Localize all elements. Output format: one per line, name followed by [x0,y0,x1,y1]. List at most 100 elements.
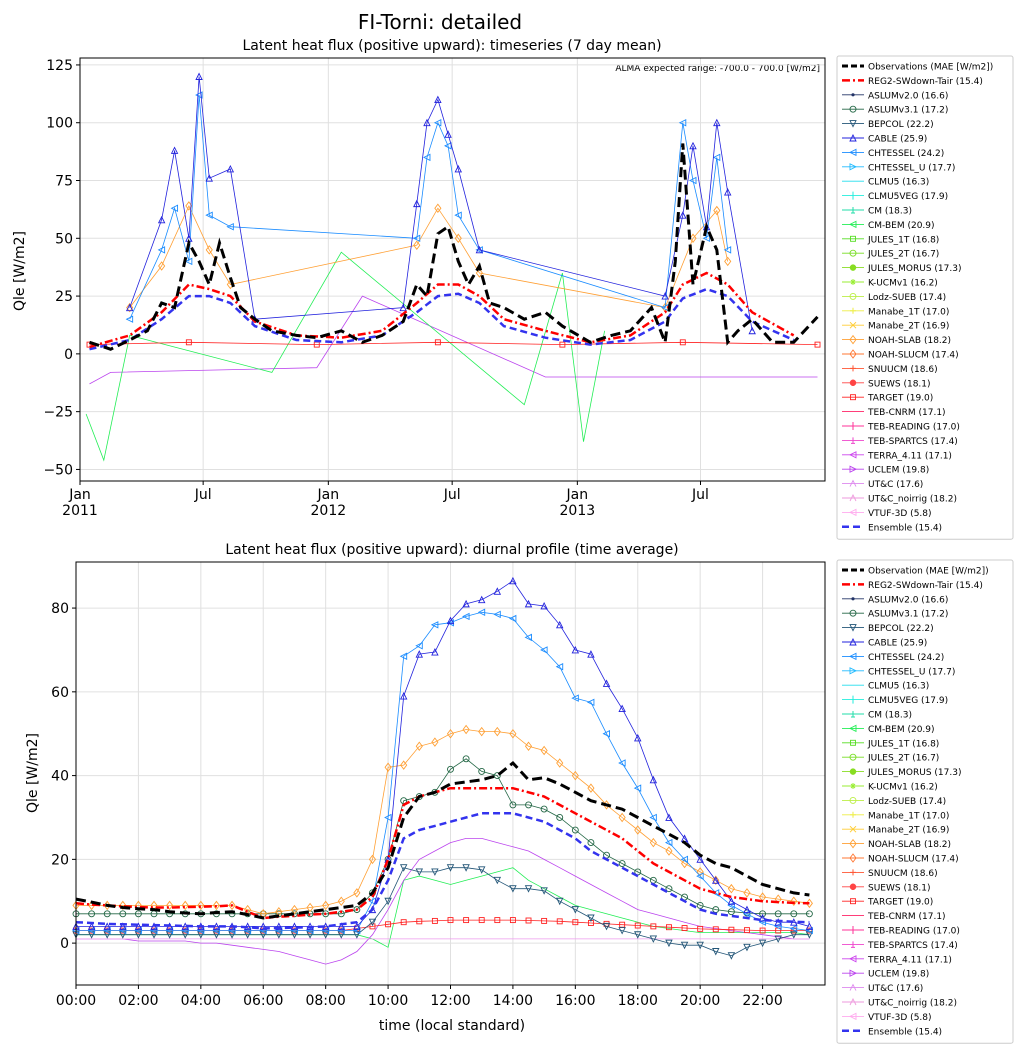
series-point [413,240,421,250]
series-point [634,931,642,939]
series-point [322,910,330,918]
series-point [119,922,127,930]
series-point [446,728,455,739]
series-point [689,176,697,185]
series-point [540,887,548,895]
series-point [540,805,548,813]
legend-marker [850,898,856,905]
series-point [306,902,314,913]
series-line [75,812,810,930]
series-point [337,896,345,906]
series-point [679,211,687,219]
series-point [413,199,421,208]
series-point [712,875,720,886]
series-point [478,767,486,775]
series-point [774,910,782,918]
legend-label: TEB-CNRM (17.1) [867,408,946,418]
series-point [385,921,392,928]
legend-label: ASLUMv3.1 (17.2) [868,106,948,116]
legend-label: NOAH-SLAB (18.2) [868,336,951,346]
series-point [661,292,669,300]
series-point [712,948,720,956]
y-tick-label: 0 [60,936,69,952]
x-tick-label: 00:00 [56,993,96,1009]
series-point [87,922,96,930]
series-line [76,838,810,965]
series-point [463,917,470,924]
legend-label: NOAH-SLAB (18.2) [868,840,951,850]
legend-label: Manabe_1T (17.0) [868,307,949,317]
series-point [525,917,532,924]
series-point [415,868,424,876]
legend-label: CABLE (25.9) [868,135,927,145]
legend-marker [848,955,857,963]
series-point [618,759,626,767]
series-point [226,223,234,231]
series-point [618,704,626,713]
legend-label: CHTESSEL_U (17.7) [868,163,955,173]
legend-label: UT&C (17.6) [868,480,923,490]
series-point [399,692,408,700]
series-point [88,910,96,918]
y-tick-label: 60 [51,685,69,701]
y-tick-label: 100 [46,116,73,132]
legend-marker [849,479,857,487]
legend-marker [851,597,855,601]
series-point [353,906,361,914]
legend-label: Lodz-SUEB (17.4) [868,293,946,303]
series-point [602,679,611,687]
y-tick-label: 80 [51,601,69,617]
legend-marker [849,667,858,675]
series-point [559,341,566,348]
legend-label: Manabe_2T (16.9) [868,322,949,332]
series-point [712,876,720,884]
series-point [493,726,501,737]
legend-marker [851,437,855,444]
timeseries-series [85,72,821,462]
series-point [134,922,143,930]
legend-marker [849,105,857,113]
series-point [454,211,462,219]
series-point [805,910,813,918]
series-point [618,812,626,823]
series-point [571,694,579,702]
legend-label: BEPCOL (22.2) [868,624,934,634]
y-tick-label: 20 [51,852,69,868]
legend-marker [849,983,857,991]
legend-marker [849,379,857,387]
x-tick-label: Jan [68,487,91,503]
legend-marker [849,249,857,257]
y-tick-label: 50 [55,231,73,247]
series-point [790,896,798,906]
series-point [665,846,673,856]
series-point [446,616,455,625]
series-point [205,211,213,219]
series-point [571,645,580,654]
series-point [433,118,442,127]
series-point [462,864,470,872]
legend-label: TEB-SPARTCS (17.4) [867,437,958,447]
series-point [678,118,687,127]
series-point [586,698,595,707]
series-point [431,868,439,876]
x-tick-label: 16:00 [555,993,595,1009]
series-point [475,268,483,278]
series-point [195,72,203,80]
series-point [430,621,439,629]
legend-marker [848,652,857,661]
series-point [650,923,657,930]
diurnal-ylabel: Qle [W/m2] [25,733,41,813]
legend-marker [848,148,857,157]
series-point [369,923,376,930]
legend-label: SUEWS (18.1) [868,379,931,389]
y-tick-label: 40 [51,769,69,785]
x-tick-label: Jul [443,487,461,503]
series-point [103,922,111,930]
series-point [587,839,595,847]
series-point [157,215,166,224]
timeseries-panel: Latent heat flux (positive upward): time… [12,38,826,519]
series-point [744,927,750,934]
series-point [712,926,719,933]
series-point [415,650,424,658]
series-point [353,922,361,930]
